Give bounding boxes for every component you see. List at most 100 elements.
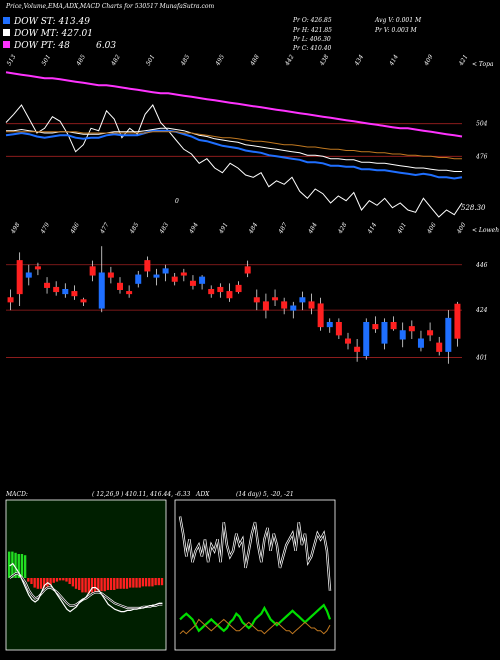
macd-histogram-bar xyxy=(74,578,78,589)
candle-body xyxy=(80,299,87,303)
candle-body xyxy=(7,297,14,303)
macd-histogram-bar xyxy=(138,578,141,588)
candle-body xyxy=(290,305,297,311)
candle-body xyxy=(71,291,78,297)
candle-top-label: 484 xyxy=(247,221,259,235)
macd-histogram-bar xyxy=(43,578,46,588)
macd-histogram-bar xyxy=(39,578,43,589)
macd-histogram-bar xyxy=(23,555,27,578)
legend-dow-mt: DOW MT: 427.01 xyxy=(13,29,93,39)
candle-top-label: 400 xyxy=(455,221,467,235)
candle-panel: 498 479 486 477 485 483 494 491 484 487 484 428 414 4… xyxy=(6,221,499,364)
candle-top-label: 485 xyxy=(128,221,140,235)
ema-series-line xyxy=(5,104,463,218)
macd-histogram-bar xyxy=(81,578,84,593)
ema-top-label: 438 xyxy=(318,53,330,67)
macd-histogram-bar xyxy=(144,578,148,587)
adx-panel xyxy=(178,516,332,635)
legend-dow-pt-extra: 6.03 xyxy=(96,41,116,51)
macd-histogram-bar xyxy=(132,578,135,588)
ema-top-label: 482 xyxy=(109,53,121,67)
ema-right-label: < Topa xyxy=(472,61,494,68)
ema-top-label: 434 xyxy=(353,53,365,67)
prev-volume: Pr V: 0.003 M xyxy=(374,27,418,34)
ema-price-tick: 476 xyxy=(475,153,488,160)
candle-body xyxy=(98,272,105,309)
candle-body xyxy=(308,301,315,309)
ema-top-label: 495 xyxy=(214,53,226,67)
macd-histogram-bar xyxy=(113,578,116,590)
candle-body xyxy=(107,272,114,278)
macd-histogram-bar xyxy=(14,552,17,578)
macd-histogram-bar xyxy=(55,578,59,582)
candle-body xyxy=(335,322,342,336)
adx-series-line xyxy=(179,516,331,591)
candle-body xyxy=(162,268,169,274)
candle-body xyxy=(62,289,69,295)
macd-histogram-bar xyxy=(154,578,157,586)
ohlc-low: Pr L: 406.30 xyxy=(292,36,331,43)
ema-top-label: 513 xyxy=(6,53,18,67)
ema-series-line xyxy=(6,127,462,172)
adx-params: (14 day) 5, -20, -21 xyxy=(236,491,294,498)
candle-body xyxy=(417,338,424,348)
candle-top-label: 486 xyxy=(69,221,81,235)
candle-top-label: 494 xyxy=(188,221,200,235)
candle-body xyxy=(345,338,351,344)
candle-body xyxy=(399,330,406,340)
macd-line xyxy=(9,562,163,613)
candle-body xyxy=(262,301,269,311)
candle-body xyxy=(144,260,151,272)
ema-top-label: 488 xyxy=(249,53,261,67)
candle-body xyxy=(16,260,23,295)
macd-histogram-bar xyxy=(68,578,71,584)
candle-body xyxy=(299,297,306,303)
candle-body xyxy=(235,284,242,293)
macd-histogram-bar xyxy=(93,578,97,593)
candle-body xyxy=(272,297,279,301)
macd-histogram-bar xyxy=(30,578,33,584)
candle-body xyxy=(281,301,288,309)
macd-histogram-bar xyxy=(65,578,68,582)
candle-top-label: 428 xyxy=(336,221,348,235)
ema-top-label: 442 xyxy=(283,53,295,67)
candle-body xyxy=(117,282,123,290)
candle-body xyxy=(135,274,142,284)
candle-body xyxy=(408,326,415,332)
macd-histogram-bar xyxy=(52,578,55,583)
candle-top-label: 414 xyxy=(366,221,378,235)
macd-header: MACD: ( 12,26,9 ) 410.11, 416.44, -6.33 … xyxy=(5,491,294,498)
macd-histogram-bar xyxy=(151,578,154,587)
candle-body xyxy=(34,266,41,270)
macd-histogram-bar xyxy=(103,578,106,592)
candle-top-label: 477 xyxy=(98,221,110,235)
candle-body xyxy=(253,297,260,303)
macd-histogram-bar xyxy=(160,578,164,586)
macd-histogram-bar xyxy=(116,578,119,589)
ema-series-line xyxy=(6,131,462,160)
candle-top-label: 406 xyxy=(425,221,437,235)
macd-histogram-bar xyxy=(11,551,14,578)
ema-last-price: 528.30 xyxy=(461,204,486,212)
macd-histogram-bar xyxy=(33,578,36,588)
macd-line xyxy=(9,572,163,609)
macd-histogram-bar xyxy=(100,578,103,592)
macd-histogram-bar xyxy=(87,578,90,594)
macd-histogram-bar xyxy=(27,578,30,582)
candle-price-tick: 424 xyxy=(475,307,488,314)
ema-series-line xyxy=(5,71,463,138)
macd-histogram-bar xyxy=(119,578,122,589)
ema-panel: 513 501 485 482 501 485 495 488 442 438 434 414 409 4… xyxy=(5,53,494,218)
candle-body xyxy=(126,291,133,295)
candle-body xyxy=(199,276,206,284)
legend-swatch-pt xyxy=(3,41,10,48)
candle-top-label: 401 xyxy=(396,222,408,236)
candle-top-label: 498 xyxy=(9,221,21,235)
macd-histogram-bar xyxy=(90,578,94,593)
ohlc-close: Pr C: 410.40 xyxy=(292,45,332,52)
candle-body xyxy=(153,274,160,278)
legend-swatch-mt xyxy=(3,29,10,36)
candle-body xyxy=(372,324,379,330)
candle-top-label: 487 xyxy=(277,221,289,235)
candle-body xyxy=(89,266,96,276)
